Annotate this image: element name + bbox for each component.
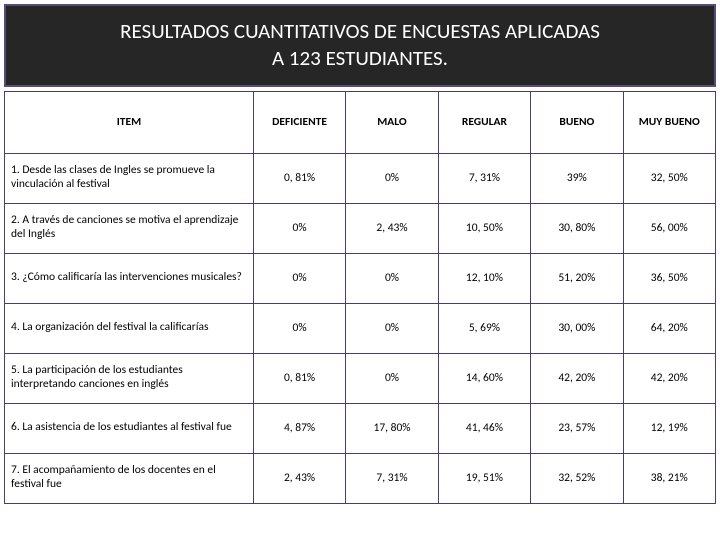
- title-line-1: RESULTADOS CUANTITATIVOS DE ENCUESTAS AP…: [120, 18, 600, 44]
- item-cell: 1. Desde las clases de Ingles se promuev…: [5, 153, 254, 203]
- value-cell: 10, 50%: [438, 203, 530, 253]
- value-cell: 38, 21%: [623, 453, 715, 503]
- value-cell: 0%: [346, 253, 438, 303]
- value-cell: 14, 60%: [438, 353, 530, 403]
- value-cell: 0%: [253, 203, 345, 253]
- table-row: 7. El acompañamiento de los docentes en …: [5, 453, 716, 503]
- value-cell: 0%: [346, 303, 438, 353]
- page-title: RESULTADOS CUANTITATIVOS DE ENCUESTAS AP…: [4, 4, 716, 87]
- table-header-row: ITEM DEFICIENTE MALO REGULAR BUENO MUY B…: [5, 91, 716, 153]
- col-malo: MALO: [346, 91, 438, 153]
- value-cell: 17, 80%: [346, 403, 438, 453]
- value-cell: 0, 81%: [253, 353, 345, 403]
- table-row: 3. ¿Cómo calificaría las intervenciones …: [5, 253, 716, 303]
- value-cell: 19, 51%: [438, 453, 530, 503]
- table-row: 1. Desde las clases de Ingles se promuev…: [5, 153, 716, 203]
- value-cell: 2, 43%: [346, 203, 438, 253]
- value-cell: 42, 20%: [623, 353, 715, 403]
- value-cell: 4, 87%: [253, 403, 345, 453]
- value-cell: 0%: [346, 153, 438, 203]
- value-cell: 32, 52%: [531, 453, 623, 503]
- col-regular: REGULAR: [438, 91, 530, 153]
- item-cell: 5. La participación de los estudiantes i…: [5, 353, 254, 403]
- item-cell: 3. ¿Cómo calificaría las intervenciones …: [5, 253, 254, 303]
- col-bueno: BUENO: [531, 91, 623, 153]
- value-cell: 39%: [531, 153, 623, 203]
- col-item: ITEM: [5, 91, 254, 153]
- title-line-2: A 123 ESTUDIANTES.: [272, 45, 448, 71]
- value-cell: 7, 31%: [346, 453, 438, 503]
- value-cell: 42, 20%: [531, 353, 623, 403]
- table-body: 1. Desde las clases de Ingles se promuev…: [5, 153, 716, 503]
- value-cell: 36, 50%: [623, 253, 715, 303]
- item-cell: 2. A través de canciones se motiva el ap…: [5, 203, 254, 253]
- value-cell: 56, 00%: [623, 203, 715, 253]
- table-container: ITEM DEFICIENTE MALO REGULAR BUENO MUY B…: [0, 91, 720, 504]
- value-cell: 0, 81%: [253, 153, 345, 203]
- value-cell: 0%: [253, 253, 345, 303]
- value-cell: 30, 00%: [531, 303, 623, 353]
- value-cell: 32, 50%: [623, 153, 715, 203]
- table-row: 2. A través de canciones se motiva el ap…: [5, 203, 716, 253]
- table-row: 5. La participación de los estudiantes i…: [5, 353, 716, 403]
- value-cell: 41, 46%: [438, 403, 530, 453]
- value-cell: 51, 20%: [531, 253, 623, 303]
- value-cell: 64, 20%: [623, 303, 715, 353]
- results-table: ITEM DEFICIENTE MALO REGULAR BUENO MUY B…: [4, 91, 716, 504]
- table-row: 6. La asistencia de los estudiantes al f…: [5, 403, 716, 453]
- value-cell: 12, 19%: [623, 403, 715, 453]
- value-cell: 0%: [253, 303, 345, 353]
- table-row: 4. La organización del festival la calif…: [5, 303, 716, 353]
- item-cell: 4. La organización del festival la calif…: [5, 303, 254, 353]
- col-muy-bueno: MUY BUENO: [623, 91, 715, 153]
- value-cell: 7, 31%: [438, 153, 530, 203]
- value-cell: 12, 10%: [438, 253, 530, 303]
- item-cell: 6. La asistencia de los estudiantes al f…: [5, 403, 254, 453]
- value-cell: 2, 43%: [253, 453, 345, 503]
- item-cell: 7. El acompañamiento de los docentes en …: [5, 453, 254, 503]
- value-cell: 23, 57%: [531, 403, 623, 453]
- value-cell: 5, 69%: [438, 303, 530, 353]
- col-deficiente: DEFICIENTE: [253, 91, 345, 153]
- value-cell: 30, 80%: [531, 203, 623, 253]
- value-cell: 0%: [346, 353, 438, 403]
